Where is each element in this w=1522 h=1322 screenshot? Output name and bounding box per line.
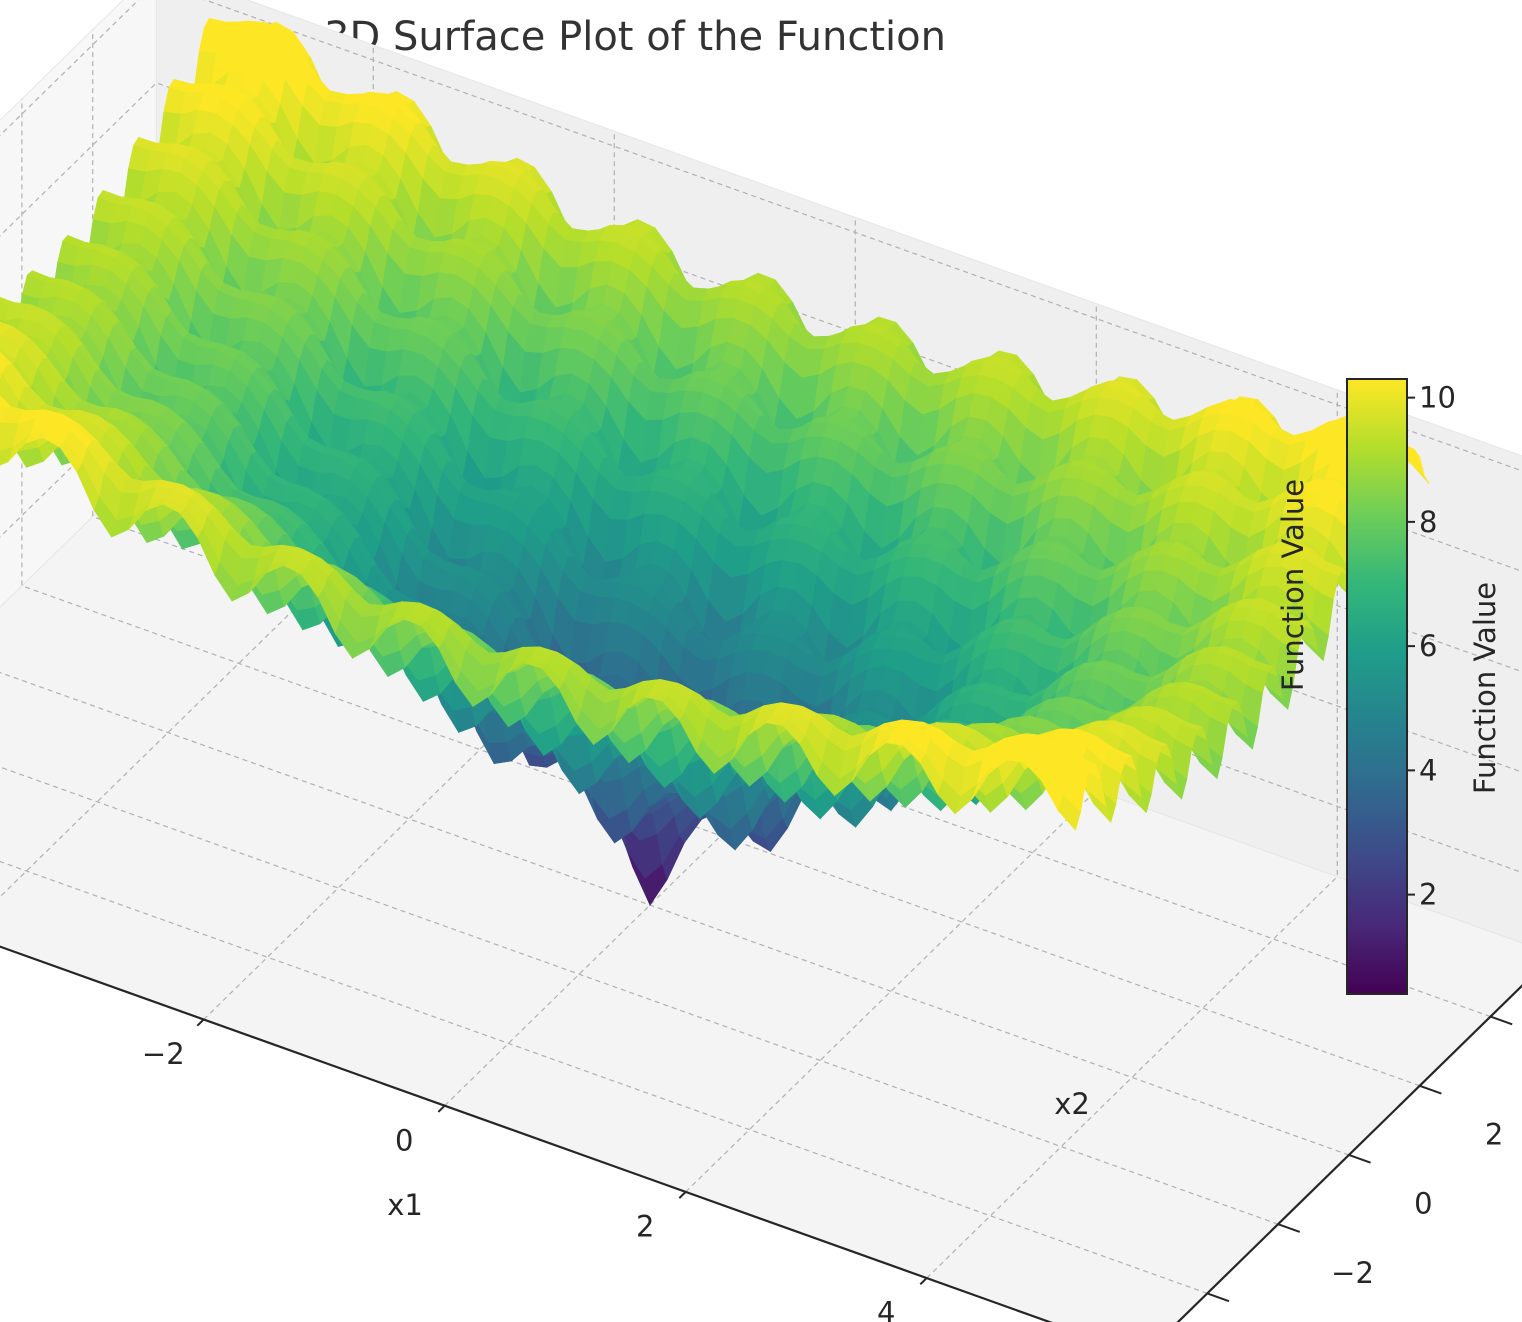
x1-tick — [196, 1018, 205, 1027]
colorbar-label: Function Value — [1468, 582, 1502, 794]
grid-lines — [0, 0, 1522, 1294]
x1-tick — [678, 1191, 687, 1199]
x1-tick-label: −2 — [142, 1037, 185, 1071]
x1-tick — [919, 1277, 928, 1286]
x2-tick — [1277, 1223, 1301, 1233]
x2-tick — [1419, 1084, 1442, 1095]
x1-tick-label: 4 — [877, 1296, 895, 1322]
colorbar-gradient — [1346, 378, 1408, 995]
colorbar-tick-label: 8 — [1419, 505, 1437, 539]
grid-line-x1 — [685, 303, 1097, 1193]
colorbar-tick-label: 2 — [1419, 878, 1437, 912]
surface-mesh — [0, 18, 1430, 907]
y-axis-label: x2 — [1054, 1087, 1090, 1121]
grid-line-x2 — [21, 98, 1420, 1087]
z-axis-label: Function Value — [1276, 479, 1310, 691]
colorbar: 2 4 6 8 10 Function Value — [1346, 378, 1502, 995]
x1-tick-label: 0 — [395, 1123, 413, 1157]
surface-facet — [1057, 795, 1081, 831]
x-axis-label: x1 — [387, 1188, 423, 1222]
colorbar-tick-label: 6 — [1419, 629, 1437, 663]
x2-tick-label: −2 — [1331, 1256, 1374, 1290]
x2-tick-label: 0 — [1414, 1187, 1432, 1221]
x2-tick-label: 2 — [1485, 1117, 1503, 1151]
x1-tick-label: 2 — [636, 1209, 654, 1243]
grid-line-x2 — [92, 29, 1491, 1018]
colorbar-tick-label: 10 — [1419, 381, 1456, 415]
x2-tick — [1490, 1015, 1513, 1026]
grid-line-x1 — [926, 389, 1338, 1279]
colorbar-tick-label: 4 — [1419, 753, 1437, 787]
grid-line-x1 — [0, 45, 374, 898]
x2-tick — [1348, 1154, 1371, 1164]
x1-tick — [437, 1104, 446, 1113]
x2-tick — [1206, 1292, 1230, 1303]
chart-title: 3D Surface Plot of the Function — [324, 14, 946, 60]
x2-axis-line — [1176, 984, 1522, 1322]
grid-line-x1 — [444, 217, 856, 1107]
grid-line-x1 — [203, 131, 615, 1020]
